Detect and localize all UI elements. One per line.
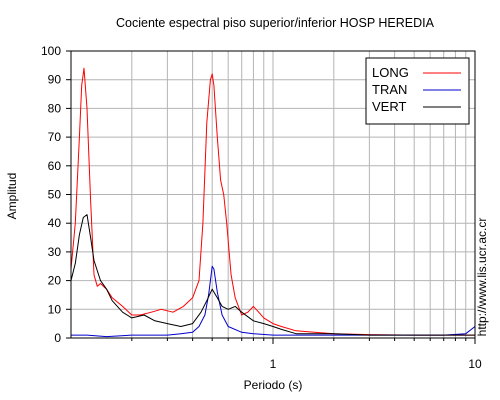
y-tick-label: 10 (48, 302, 62, 316)
legend-label-vert: VERT (372, 99, 406, 114)
y-tick-label: 20 (48, 274, 62, 288)
y-tick-label: 30 (48, 245, 62, 259)
y-tick-label: 90 (48, 73, 62, 87)
y-tick-label: 0 (54, 331, 61, 345)
x-axis-title: Periodo (s) (244, 378, 303, 392)
legend: LONG TRAN VERT (365, 57, 470, 125)
legend-label-long: LONG (372, 65, 409, 80)
series-line-vert (70, 214, 475, 336)
y-tick-label: 50 (48, 188, 62, 202)
y-axis-title: Amplitud (5, 173, 19, 220)
grid (71, 51, 475, 338)
chart-title: Cociente espectral piso superior/inferio… (116, 16, 435, 30)
legend-label-tran: TRAN (372, 82, 407, 97)
series-line-long (70, 67, 475, 336)
y-tick-label: 100 (41, 44, 61, 58)
x-tick-label: 1 (270, 357, 277, 371)
source-url-text: http://www.lis.ucr.ac.cr (475, 218, 489, 337)
x-tick-label: 10 (468, 357, 482, 371)
y-tick-label: 80 (48, 101, 62, 115)
y-tick-label: 60 (48, 159, 62, 173)
y-axis-ticks: 0 10 20 30 40 50 60 70 80 90 100 (41, 44, 71, 345)
y-tick-label: 40 (48, 216, 62, 230)
legend-box (365, 57, 470, 125)
x-axis-ticks: 1 10 (131, 338, 482, 371)
y-tick-label: 70 (48, 130, 62, 144)
series-lines (70, 67, 476, 338)
